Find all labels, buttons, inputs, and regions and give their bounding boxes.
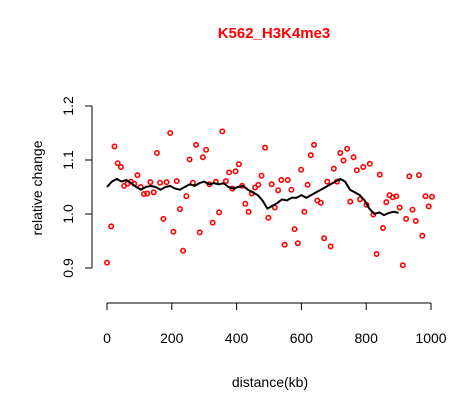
data-point	[284, 177, 291, 184]
data-point	[235, 161, 242, 168]
y-tick-label: 0.9	[60, 258, 76, 278]
data-point	[278, 177, 285, 184]
data-point	[396, 204, 403, 211]
data-point	[114, 160, 121, 167]
x-tick-label: 200	[160, 330, 184, 346]
data-point	[104, 259, 111, 266]
data-point	[193, 141, 200, 148]
data-point	[157, 179, 164, 186]
data-point	[167, 130, 174, 137]
data-point	[304, 181, 311, 188]
x-tick-label: 400	[225, 330, 249, 346]
data-point	[288, 186, 295, 193]
data-point	[327, 243, 334, 250]
data-point	[406, 173, 413, 180]
data-point	[183, 193, 190, 200]
data-point	[245, 208, 252, 215]
data-point	[360, 164, 367, 171]
data-point	[242, 200, 249, 207]
data-point	[163, 179, 170, 186]
data-point	[219, 128, 226, 135]
data-point	[203, 146, 210, 153]
data-point	[108, 223, 115, 230]
data-point	[209, 219, 216, 226]
data-point	[422, 193, 429, 200]
data-point	[366, 160, 373, 167]
x-tick-label: 600	[290, 330, 314, 346]
y-axis-ticks: 0.9 1.0 1.1 1.2	[60, 96, 92, 278]
data-point	[150, 189, 157, 196]
x-axis-ticks: 0 200 400 600 800 1000	[103, 303, 447, 346]
data-point	[356, 196, 363, 203]
data-point	[347, 198, 354, 205]
data-point	[268, 181, 275, 188]
data-point	[399, 262, 406, 269]
data-point	[255, 181, 262, 188]
data-point	[373, 251, 380, 258]
data-point	[153, 150, 160, 157]
data-point	[301, 208, 308, 215]
data-point	[134, 172, 141, 179]
data-point	[196, 229, 203, 236]
x-tick-label: 1000	[415, 330, 446, 346]
data-point	[222, 178, 229, 185]
data-point	[419, 232, 426, 239]
data-point	[262, 144, 269, 151]
data-point	[350, 154, 357, 161]
trend-line	[106, 177, 399, 217]
data-point	[216, 209, 223, 216]
data-point	[415, 172, 422, 179]
data-point	[330, 165, 337, 172]
data-point	[111, 143, 118, 150]
data-point	[403, 215, 410, 222]
data-point	[337, 150, 344, 157]
x-tick-label: 800	[355, 330, 379, 346]
data-point	[173, 178, 180, 185]
data-point	[176, 206, 183, 213]
y-axis-label: relative change	[29, 140, 45, 235]
data-point	[186, 156, 193, 163]
chart-title: K562_H3K4me3	[218, 25, 331, 42]
x-axis-label: distance(kb)	[232, 374, 308, 390]
data-point	[180, 247, 187, 254]
data-point	[147, 179, 154, 186]
data-point	[160, 215, 167, 222]
data-point	[294, 240, 301, 247]
data-point	[412, 218, 419, 225]
data-point	[170, 228, 177, 235]
data-point	[428, 193, 435, 200]
data-point	[275, 187, 282, 194]
data-point	[376, 171, 383, 178]
y-tick-label: 1.0	[60, 204, 76, 224]
data-point	[265, 214, 272, 221]
scatter-series	[104, 128, 435, 269]
data-point	[324, 178, 331, 185]
data-point	[340, 157, 347, 164]
x-tick-label: 0	[103, 330, 111, 346]
data-point	[291, 226, 298, 233]
data-point	[379, 225, 386, 232]
data-point	[199, 154, 206, 161]
data-point	[321, 235, 328, 242]
data-point	[226, 169, 233, 176]
y-tick-label: 1.1	[60, 150, 76, 170]
data-point	[140, 191, 147, 198]
data-point	[298, 166, 305, 173]
data-point	[383, 199, 390, 206]
data-point	[258, 172, 265, 179]
data-point	[281, 241, 288, 248]
data-point	[317, 199, 324, 206]
data-point	[144, 190, 151, 197]
data-point	[409, 206, 416, 213]
data-point	[310, 141, 317, 148]
data-point	[344, 145, 351, 152]
data-point	[307, 152, 314, 159]
y-tick-label: 1.2	[60, 96, 76, 116]
data-point	[232, 168, 239, 175]
data-point	[393, 193, 400, 200]
data-point	[353, 167, 360, 174]
data-point	[425, 203, 432, 210]
data-point	[117, 164, 124, 171]
